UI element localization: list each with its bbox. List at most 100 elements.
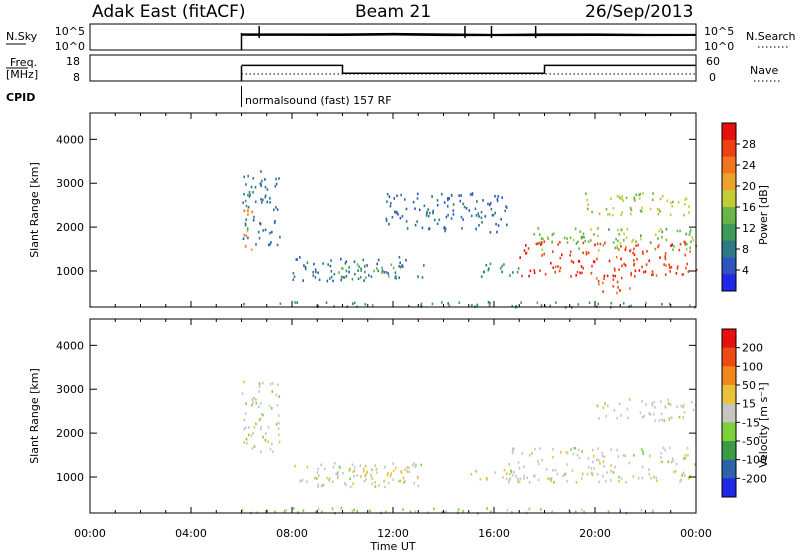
range-cell <box>398 276 400 280</box>
range-cell <box>687 476 690 480</box>
range-cell <box>354 466 356 469</box>
range-cell <box>634 199 636 202</box>
range-cell <box>590 271 593 275</box>
range-cell <box>242 201 244 204</box>
range-cell <box>563 236 566 240</box>
range-cell <box>506 223 508 227</box>
noise-panel-frame <box>89 23 697 51</box>
range-cell <box>468 209 471 212</box>
range-cell <box>445 510 447 513</box>
range-cell <box>306 480 308 483</box>
range-cell <box>554 468 557 472</box>
range-cell <box>603 455 606 459</box>
range-cell <box>264 439 267 442</box>
range-cell <box>245 183 247 186</box>
range-cell <box>390 263 393 267</box>
range-cell <box>447 213 449 217</box>
colorbar-tick-label: 200 <box>742 342 763 355</box>
range-cell <box>487 268 490 272</box>
range-cell <box>247 193 249 197</box>
range-cell <box>505 477 508 481</box>
range-cell <box>267 440 269 443</box>
colorbar-swatch <box>722 385 736 405</box>
range-cell <box>420 302 423 306</box>
time-tick-label: 00:00 <box>680 527 712 540</box>
range-cell <box>428 227 431 230</box>
colorbar-swatch <box>722 190 736 208</box>
range-cell <box>624 454 627 458</box>
range-cell <box>261 179 263 183</box>
range-cell <box>458 194 460 197</box>
range-cell <box>406 466 408 469</box>
range-cell <box>549 477 552 481</box>
range-cell <box>251 447 254 450</box>
range-cell <box>392 469 395 473</box>
range-cell <box>633 454 635 457</box>
colorbar-tick-label: 8 <box>742 243 749 256</box>
range-cell <box>246 227 249 230</box>
range-cell <box>247 213 249 216</box>
freq-left-unit: [MHz] <box>6 68 38 81</box>
range-cell <box>306 261 309 264</box>
range-cell <box>607 404 609 408</box>
range-cell <box>529 454 531 457</box>
range-cell <box>541 254 543 257</box>
range-cell <box>465 207 468 210</box>
range-cell <box>618 475 620 479</box>
range-cell <box>683 411 686 414</box>
range-cell <box>378 484 380 487</box>
range-cell <box>243 302 245 306</box>
range-cell <box>685 248 688 251</box>
range-cell <box>596 458 598 462</box>
range-cell <box>679 229 681 233</box>
range-cell <box>269 447 272 451</box>
range-cell <box>285 508 287 512</box>
range-cell <box>515 304 518 308</box>
range-cell <box>487 300 490 304</box>
range-cell <box>402 476 405 480</box>
velocity-colorbar: 200 100 50 15 -15 -50 -100 -200 <box>721 328 767 498</box>
range-cell <box>671 457 674 460</box>
colorbar-tick-label: -200 <box>742 472 767 485</box>
range-cell <box>610 448 613 451</box>
range-cell <box>653 475 655 479</box>
range-cell <box>686 446 689 450</box>
range-cell <box>686 262 688 266</box>
range-cell <box>409 510 412 513</box>
range-cell <box>312 270 314 274</box>
range-cell <box>243 233 246 237</box>
range-cell <box>581 508 583 512</box>
range-cell <box>413 481 416 485</box>
range-cell <box>620 257 622 261</box>
range-cell <box>416 197 419 200</box>
range-cell <box>246 441 248 445</box>
range-cell <box>616 244 619 248</box>
range-cell <box>337 474 339 477</box>
range-cell <box>541 242 543 245</box>
range-cell <box>368 274 370 277</box>
range-cell <box>244 245 247 248</box>
range-cell <box>509 274 511 277</box>
range-cell <box>635 240 637 244</box>
colorbar-tick-label: 16 <box>742 201 756 214</box>
range-cell <box>406 227 409 230</box>
colorbar-tick-label: 50 <box>742 379 756 392</box>
range-cell <box>523 249 526 252</box>
range-cell <box>344 482 346 485</box>
range-cell <box>351 509 354 513</box>
range-cell <box>690 240 692 244</box>
range-cell <box>676 405 678 409</box>
range-cell <box>665 227 668 231</box>
range-cell <box>613 267 616 271</box>
range-cell <box>605 414 608 418</box>
range-cell <box>401 264 403 267</box>
range-cell <box>243 418 246 422</box>
range-cell <box>684 253 686 257</box>
range-cell <box>642 252 644 255</box>
range-cell <box>555 301 557 304</box>
range-cell <box>301 478 304 482</box>
range-cell <box>552 448 554 451</box>
range-cell <box>575 242 578 245</box>
colorbar-swatch <box>722 156 736 174</box>
range-cell <box>336 476 339 480</box>
